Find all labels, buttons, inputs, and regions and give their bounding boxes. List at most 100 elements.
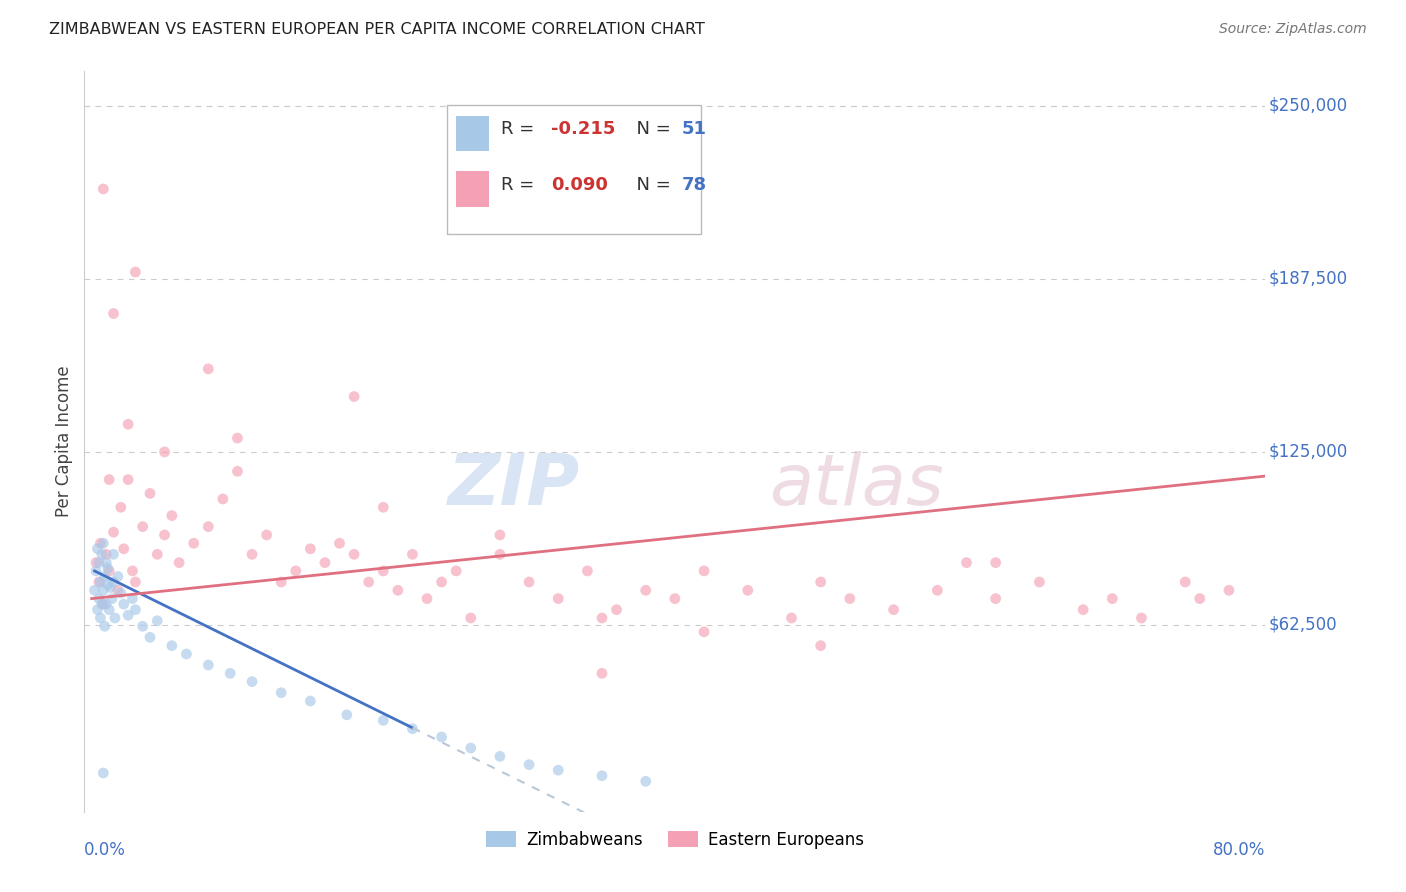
- Point: [343, 390, 366, 404]
- Text: 0.090: 0.090: [551, 176, 607, 194]
- Point: [160, 639, 183, 653]
- Point: [1101, 591, 1123, 606]
- Point: [299, 694, 322, 708]
- Point: [91, 597, 114, 611]
- Text: 80.0%: 80.0%: [1213, 841, 1265, 859]
- Point: [117, 473, 139, 487]
- Text: $250,000: $250,000: [1270, 97, 1348, 115]
- Point: [91, 583, 114, 598]
- Point: [84, 556, 107, 570]
- Point: [117, 417, 139, 432]
- Point: [927, 583, 949, 598]
- Point: [103, 574, 125, 589]
- Text: N =: N =: [626, 120, 676, 138]
- Point: [517, 574, 540, 589]
- Point: [401, 722, 423, 736]
- Point: [489, 547, 512, 561]
- Point: [328, 536, 350, 550]
- Point: [489, 749, 512, 764]
- Point: [110, 500, 132, 515]
- Point: [517, 757, 540, 772]
- Point: [693, 624, 716, 639]
- Point: [86, 602, 108, 616]
- Point: [1028, 574, 1050, 589]
- Point: [430, 730, 453, 744]
- Point: [103, 525, 125, 540]
- Point: [373, 564, 395, 578]
- Point: [576, 564, 599, 578]
- Point: [343, 547, 366, 561]
- Point: [240, 674, 263, 689]
- Point: [1218, 583, 1240, 598]
- Text: 0.0%: 0.0%: [84, 841, 127, 859]
- Point: [955, 556, 977, 570]
- Point: [256, 528, 278, 542]
- Point: [121, 591, 143, 606]
- Text: 78: 78: [682, 176, 707, 194]
- Point: [98, 602, 121, 616]
- Point: [112, 541, 135, 556]
- Point: [97, 561, 120, 575]
- Point: [96, 547, 118, 561]
- Point: [1174, 574, 1197, 589]
- Point: [693, 564, 716, 578]
- Text: atlas: atlas: [769, 451, 943, 520]
- Point: [197, 658, 219, 673]
- Point: [89, 611, 111, 625]
- Text: N =: N =: [626, 176, 676, 194]
- Point: [97, 578, 120, 592]
- Point: [460, 741, 482, 756]
- Point: [1188, 591, 1211, 606]
- Point: [460, 611, 482, 625]
- Point: [737, 583, 759, 598]
- Point: [387, 583, 409, 598]
- Point: [124, 574, 146, 589]
- Point: [1130, 611, 1153, 625]
- Point: [90, 547, 112, 561]
- Text: $125,000: $125,000: [1270, 443, 1348, 461]
- Point: [336, 707, 359, 722]
- Point: [401, 547, 423, 561]
- Point: [373, 714, 395, 728]
- Point: [139, 486, 162, 500]
- Point: [606, 602, 628, 616]
- Point: [98, 473, 121, 487]
- Point: [90, 597, 112, 611]
- Point: [357, 574, 380, 589]
- Point: [104, 611, 127, 625]
- Text: Source: ZipAtlas.com: Source: ZipAtlas.com: [1219, 22, 1367, 37]
- Point: [176, 647, 198, 661]
- Point: [984, 556, 1007, 570]
- Text: ZIMBABWEAN VS EASTERN EUROPEAN PER CAPITA INCOME CORRELATION CHART: ZIMBABWEAN VS EASTERN EUROPEAN PER CAPIT…: [49, 22, 704, 37]
- Point: [153, 528, 176, 542]
- Point: [167, 556, 190, 570]
- Point: [121, 564, 143, 578]
- Point: [89, 536, 111, 550]
- Point: [91, 182, 114, 196]
- Point: [1071, 602, 1094, 616]
- Point: [94, 569, 117, 583]
- Point: [84, 564, 107, 578]
- Text: -0.215: -0.215: [551, 120, 616, 138]
- Point: [212, 491, 235, 506]
- FancyBboxPatch shape: [447, 104, 700, 235]
- Point: [100, 581, 122, 595]
- Point: [810, 639, 832, 653]
- Point: [96, 556, 118, 570]
- Point: [226, 431, 249, 445]
- Point: [547, 591, 569, 606]
- Point: [634, 583, 657, 598]
- Point: [780, 611, 803, 625]
- Legend: Zimbabweans, Eastern Europeans: Zimbabweans, Eastern Europeans: [479, 824, 870, 855]
- Point: [146, 547, 169, 561]
- Point: [153, 445, 176, 459]
- Point: [489, 528, 512, 542]
- Point: [131, 619, 153, 633]
- Text: ZIP: ZIP: [449, 451, 581, 520]
- Point: [240, 547, 263, 561]
- Point: [87, 556, 110, 570]
- Text: R =: R =: [502, 120, 540, 138]
- Point: [591, 666, 613, 681]
- Y-axis label: Per Capita Income: Per Capita Income: [55, 366, 73, 517]
- Point: [124, 265, 146, 279]
